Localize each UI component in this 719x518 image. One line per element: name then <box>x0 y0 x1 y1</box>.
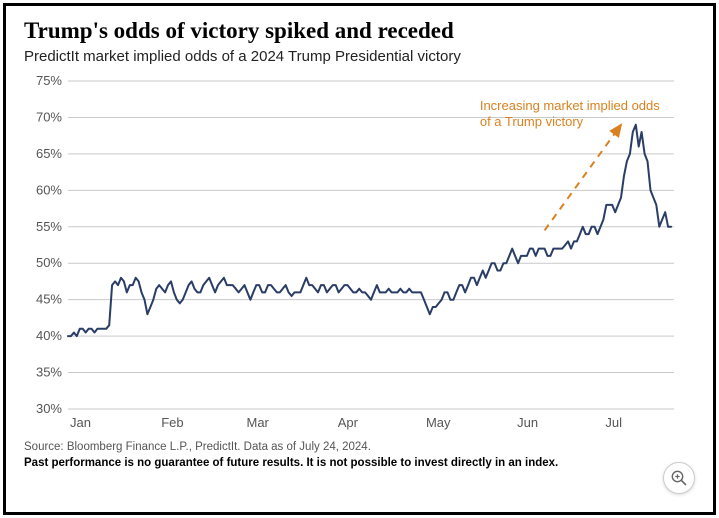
svg-text:Jul: Jul <box>605 415 622 430</box>
magnify-plus-icon <box>670 469 688 487</box>
svg-text:Jun: Jun <box>517 415 538 430</box>
svg-text:Apr: Apr <box>338 415 359 430</box>
source-line: Source: Bloomberg Finance L.P., PredictI… <box>24 440 695 456</box>
disclaimer-line: Past performance is no guarantee of futu… <box>24 456 695 472</box>
svg-text:60%: 60% <box>36 182 62 197</box>
svg-text:50%: 50% <box>36 255 62 270</box>
svg-text:Feb: Feb <box>161 415 183 430</box>
svg-text:40%: 40% <box>36 328 62 343</box>
svg-text:Mar: Mar <box>247 415 270 430</box>
svg-text:May: May <box>426 415 451 430</box>
svg-text:Increasing market implied odds: Increasing market implied odds <box>480 98 660 113</box>
svg-text:45%: 45% <box>36 292 62 307</box>
svg-text:55%: 55% <box>36 219 62 234</box>
chart-frame: Trump's odds of victory spiked and reced… <box>3 3 716 515</box>
svg-text:30%: 30% <box>36 401 62 416</box>
chart-area: 30% 35% 40% 45% 50% 55% 60% 65% 70% 75% Jan Feb Mar A… <box>24 75 695 436</box>
line-chart: 30% 35% 40% 45% 50% 55% 60% 65% 70% 75% Jan Feb Mar A… <box>24 75 684 431</box>
svg-text:75%: 75% <box>36 75 62 88</box>
svg-text:35%: 35% <box>36 365 62 380</box>
svg-text:70%: 70% <box>36 109 62 124</box>
chart-footer: Source: Bloomberg Finance L.P., PredictI… <box>24 440 695 471</box>
zoom-button[interactable] <box>663 462 695 494</box>
svg-text:65%: 65% <box>36 146 62 161</box>
chart-subtitle: PredictIt market implied odds of a 2024 … <box>24 48 695 65</box>
svg-text:Jan: Jan <box>70 415 91 430</box>
chart-title: Trump's odds of victory spiked and reced… <box>24 18 695 44</box>
svg-text:of a Trump victory: of a Trump victory <box>480 114 584 129</box>
